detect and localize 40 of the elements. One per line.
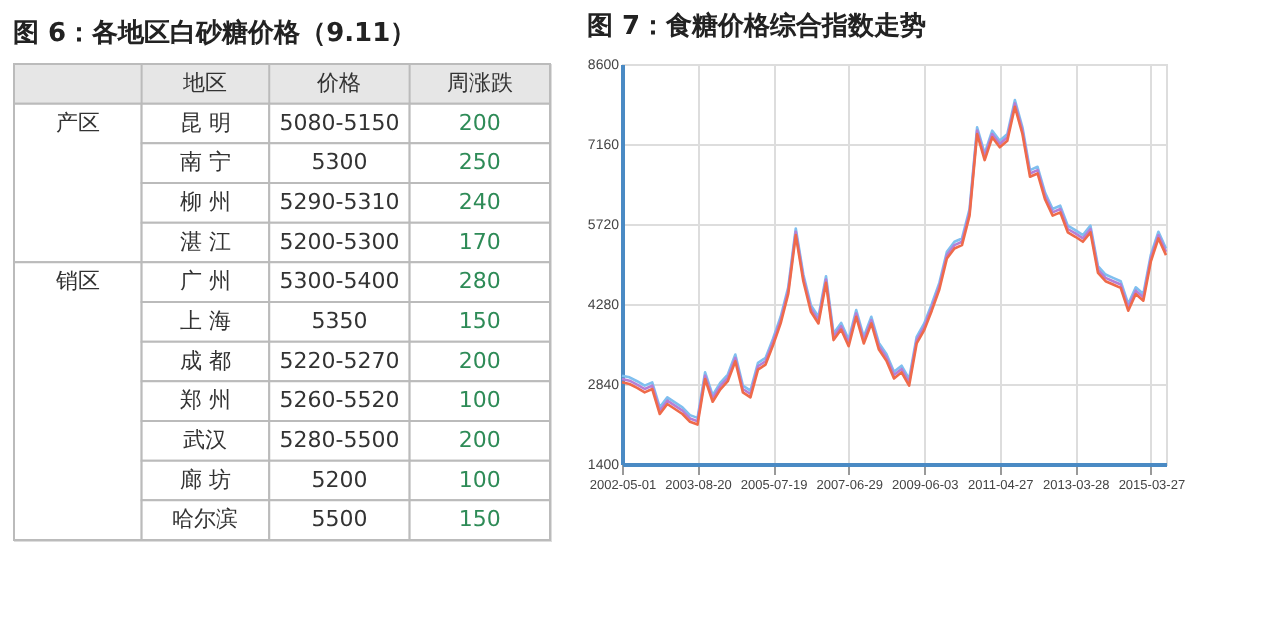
text: 100 <box>458 387 501 414</box>
text: 5350 <box>311 307 368 334</box>
text: 5500 <box>311 506 368 533</box>
chart-title: 图 7：食糖价格综合指数走势 <box>586 10 927 42</box>
category-label: 周涨跌 <box>446 69 513 96</box>
text: 5290-5310 <box>279 188 400 215</box>
text: 5080-5150 <box>279 109 400 136</box>
text: 5300-5400 <box>279 268 400 295</box>
text: 5260-5520 <box>279 387 400 414</box>
category-label: 武汉 <box>183 426 228 453</box>
text: 150 <box>458 307 501 334</box>
text: 200 <box>458 347 501 374</box>
category-label: 地区 <box>181 69 228 96</box>
text: 5220-5270 <box>279 347 400 374</box>
category-label: 南 宁 <box>179 149 231 176</box>
text: 5280-5500 <box>279 426 400 453</box>
text: 5200-5300 <box>279 228 400 255</box>
text: 240 <box>458 188 501 215</box>
text: 200 <box>458 426 501 453</box>
category-label: 哈尔滨 <box>172 506 239 533</box>
category-label: 郑 州 <box>179 387 231 414</box>
category-label: 产区 <box>55 109 100 136</box>
category-label: 广 州 <box>179 268 231 295</box>
category-label: 成 都 <box>179 347 231 374</box>
category-label: 湛 江 <box>179 228 231 255</box>
text: 100 <box>458 466 501 493</box>
text: 200 <box>458 109 501 136</box>
category-label: 廊 坊 <box>179 466 231 493</box>
category-label: 销区 <box>55 268 100 295</box>
text: 170 <box>458 228 501 255</box>
text: 图 6：各地区白砂糖价格（9.11） <box>13 17 417 49</box>
category-label: 价格 <box>315 69 362 96</box>
text: 5200 <box>311 466 368 493</box>
category-label: 上 海 <box>179 307 231 334</box>
text: 250 <box>458 149 501 176</box>
text: 280 <box>458 268 501 295</box>
text: 5300 <box>311 149 368 176</box>
category-label: 柳 州 <box>179 188 231 215</box>
text: 150 <box>458 506 501 533</box>
category-label: 昆 明 <box>179 109 231 136</box>
